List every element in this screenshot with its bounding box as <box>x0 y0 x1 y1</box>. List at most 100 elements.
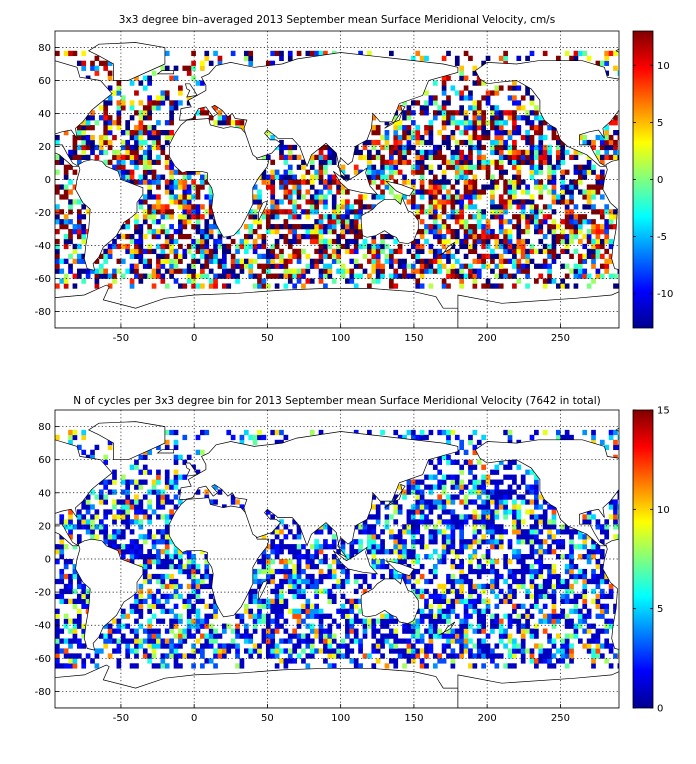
data-bin <box>55 638 60 643</box>
data-bin <box>156 499 161 504</box>
data-bin <box>411 574 416 579</box>
data-bin <box>543 214 548 219</box>
data-bin <box>442 120 447 125</box>
data-bin <box>574 249 579 254</box>
data-bin <box>187 609 192 614</box>
data-bin <box>371 254 376 259</box>
data-bin <box>494 489 499 494</box>
data-bin <box>125 624 130 629</box>
data-bin <box>477 120 482 125</box>
data-bin <box>73 155 78 160</box>
data-bin <box>169 564 174 569</box>
data-bin <box>503 219 508 224</box>
data-bin <box>486 599 491 604</box>
data-bin <box>139 643 144 648</box>
data-bin <box>420 430 425 435</box>
data-bin <box>213 648 218 653</box>
data-bin <box>600 643 605 648</box>
data-bin <box>279 234 284 239</box>
data-bin <box>77 579 82 584</box>
data-bin <box>160 514 165 519</box>
data-bin <box>95 648 100 653</box>
data-bin <box>446 239 451 244</box>
data-bin <box>503 199 508 204</box>
data-bin <box>429 604 434 609</box>
data-bin <box>494 204 499 209</box>
data-bin <box>169 485 174 490</box>
data-bin <box>77 135 82 140</box>
data-bin <box>319 619 324 624</box>
data-bin <box>354 165 359 170</box>
data-bin <box>560 194 565 199</box>
data-bin <box>332 539 337 544</box>
data-bin <box>508 574 513 579</box>
data-bin <box>187 204 192 209</box>
data-bin <box>99 499 104 504</box>
data-bin <box>437 430 442 435</box>
data-bin <box>55 269 60 274</box>
data-bin <box>371 259 376 264</box>
data-bin <box>587 554 592 559</box>
data-bin <box>455 524 460 529</box>
data-bin <box>442 485 447 490</box>
data-bin <box>297 614 302 619</box>
data-bin <box>600 209 605 214</box>
data-bin <box>226 249 231 254</box>
data-bin <box>134 219 139 224</box>
data-bin <box>108 130 113 135</box>
data-bin <box>600 155 605 160</box>
data-bin <box>609 430 614 435</box>
data-bin <box>200 175 205 180</box>
data-bin <box>147 145 152 150</box>
data-bin <box>314 584 319 589</box>
data-bin <box>494 120 499 125</box>
data-bin <box>600 264 605 269</box>
data-bin <box>477 150 482 155</box>
data-bin <box>253 648 258 653</box>
data-bin <box>288 51 293 56</box>
data-bin <box>494 465 499 470</box>
data-bin <box>279 259 284 264</box>
data-bin <box>323 524 328 529</box>
data-bin <box>327 180 332 185</box>
data-bin <box>569 189 574 194</box>
data-bin <box>125 140 130 145</box>
data-bin <box>191 274 196 279</box>
data-bin <box>332 209 337 214</box>
data-bin <box>332 279 337 284</box>
data-bin <box>349 599 354 604</box>
data-bin <box>604 61 609 66</box>
data-bin <box>380 529 385 534</box>
data-bin <box>121 624 126 629</box>
data-bin <box>332 569 337 574</box>
data-bin <box>178 569 183 574</box>
data-bin <box>473 480 478 485</box>
data-bin <box>279 184 284 189</box>
data-bin <box>512 480 517 485</box>
data-bin <box>451 549 456 554</box>
data-bin <box>81 51 86 56</box>
data-bin <box>560 584 565 589</box>
data-bin <box>446 599 451 604</box>
data-bin <box>525 648 530 653</box>
data-bin <box>332 160 337 165</box>
data-bin <box>477 489 482 494</box>
data-bin <box>332 219 337 224</box>
data-bin <box>310 234 315 239</box>
data-bin <box>420 189 425 194</box>
data-bin <box>393 160 398 165</box>
data-bin <box>292 155 297 160</box>
data-bin <box>275 224 280 229</box>
data-bin <box>459 274 464 279</box>
data-bin <box>231 51 236 56</box>
data-bin <box>297 643 302 648</box>
data-bin <box>543 283 548 288</box>
data-bin <box>204 219 209 224</box>
data-bin <box>349 274 354 279</box>
data-bin <box>446 643 451 648</box>
data-bin <box>473 604 478 609</box>
data-bin <box>538 658 543 663</box>
data-bin <box>591 244 596 249</box>
data-bin <box>279 579 284 584</box>
data-bin <box>459 619 464 624</box>
